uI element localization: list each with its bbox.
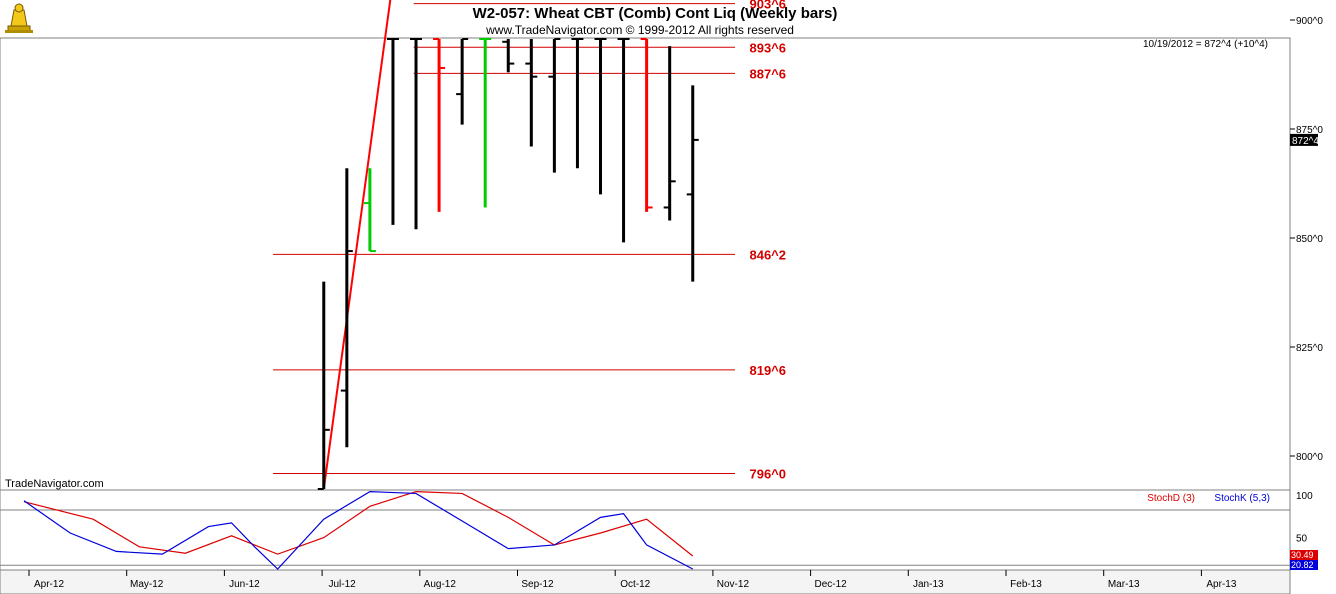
stochk-legend: StochK (5,3): [1214, 493, 1270, 504]
y-axis-tick-label: 850^0: [1296, 234, 1323, 245]
level-label: 846^2: [749, 247, 786, 262]
x-axis-tick-label: Nov-12: [717, 579, 750, 590]
last-price-label: 872^4: [1292, 136, 1319, 147]
x-axis: Apr-12 May-12 Jun-12 Jul-12 Aug-12 Sep-12 Oct-…: [28, 570, 1237, 590]
x-axis-tick-label: Apr-13: [1206, 579, 1236, 590]
chart-subtitle: www.TradeNavigator.com © 1999-2012 All r…: [485, 23, 794, 37]
stochastic-tick-label: 100: [1296, 491, 1313, 502]
stochastic-tick-label: 50: [1296, 534, 1308, 545]
x-axis-tick-label: Jan-13: [913, 579, 944, 590]
x-axis-tick-label: Feb-13: [1010, 579, 1042, 590]
ohlc-bars: [317, 38, 699, 490]
price-levels: 981^4977^0973^4962^0939^4935^4919^6903^6…: [273, 0, 786, 481]
x-axis-strip: [0, 569, 1291, 594]
trend-line: [322, 0, 392, 490]
stochastic-series-line: [23, 490, 694, 557]
y-axis-tick-label: 900^0: [1296, 16, 1323, 27]
level-label: 887^6: [749, 66, 786, 81]
last-price-box: [1290, 133, 1318, 146]
trend-line-segment: [322, 0, 392, 490]
stochastic-series-line: [23, 490, 694, 570]
x-axis-tick-label: Apr-12: [34, 579, 64, 590]
x-axis-tick-label: May-12: [130, 579, 164, 590]
level-label: 819^6: [749, 363, 786, 378]
chart-title: W2-057: Wheat CBT (Comb) Cont Liq (Weekl…: [473, 5, 838, 22]
y-axis-tick-label: 825^0: [1296, 343, 1323, 354]
stochd-value: 30.49: [1291, 550, 1314, 560]
watermark: TradeNavigator.com: [5, 478, 104, 490]
y-axis-tick-label: 875^0: [1296, 125, 1323, 136]
stochd-legend: StochD (3): [1147, 493, 1195, 504]
stochk-value: 20.82: [1291, 560, 1314, 570]
stochastic-pane: [0, 489, 1291, 571]
level-label: 893^6: [749, 40, 786, 55]
stochk-value-box: [1290, 560, 1318, 570]
x-axis-tick-label: Mar-13: [1108, 579, 1140, 590]
y-axis-tick-label: 800^0: [1296, 452, 1323, 463]
x-axis-tick-label: Oct-12: [620, 579, 650, 590]
x-axis-tick-label: Dec-12: [814, 579, 847, 590]
level-label: 903^6: [749, 0, 786, 12]
x-axis-tick-label: Jul-12: [328, 579, 356, 590]
level-label: 796^0: [749, 466, 786, 481]
tradenavigator-logo: [2, 2, 36, 34]
x-axis-tick-label: Jun-12: [229, 579, 260, 590]
last-price-marker: 872^4: [1290, 133, 1319, 147]
price-pane: [0, 37, 1291, 491]
status-readout: 10/19/2012 = 872^4 (+10^4): [1143, 39, 1268, 50]
stochastic-lines: StochD (3) StochK (5,3): [0, 490, 1290, 570]
x-axis-tick-label: Sep-12: [521, 579, 554, 590]
stochd-value-box: [1290, 550, 1318, 560]
x-axis-tick-label: Aug-12: [424, 579, 457, 590]
